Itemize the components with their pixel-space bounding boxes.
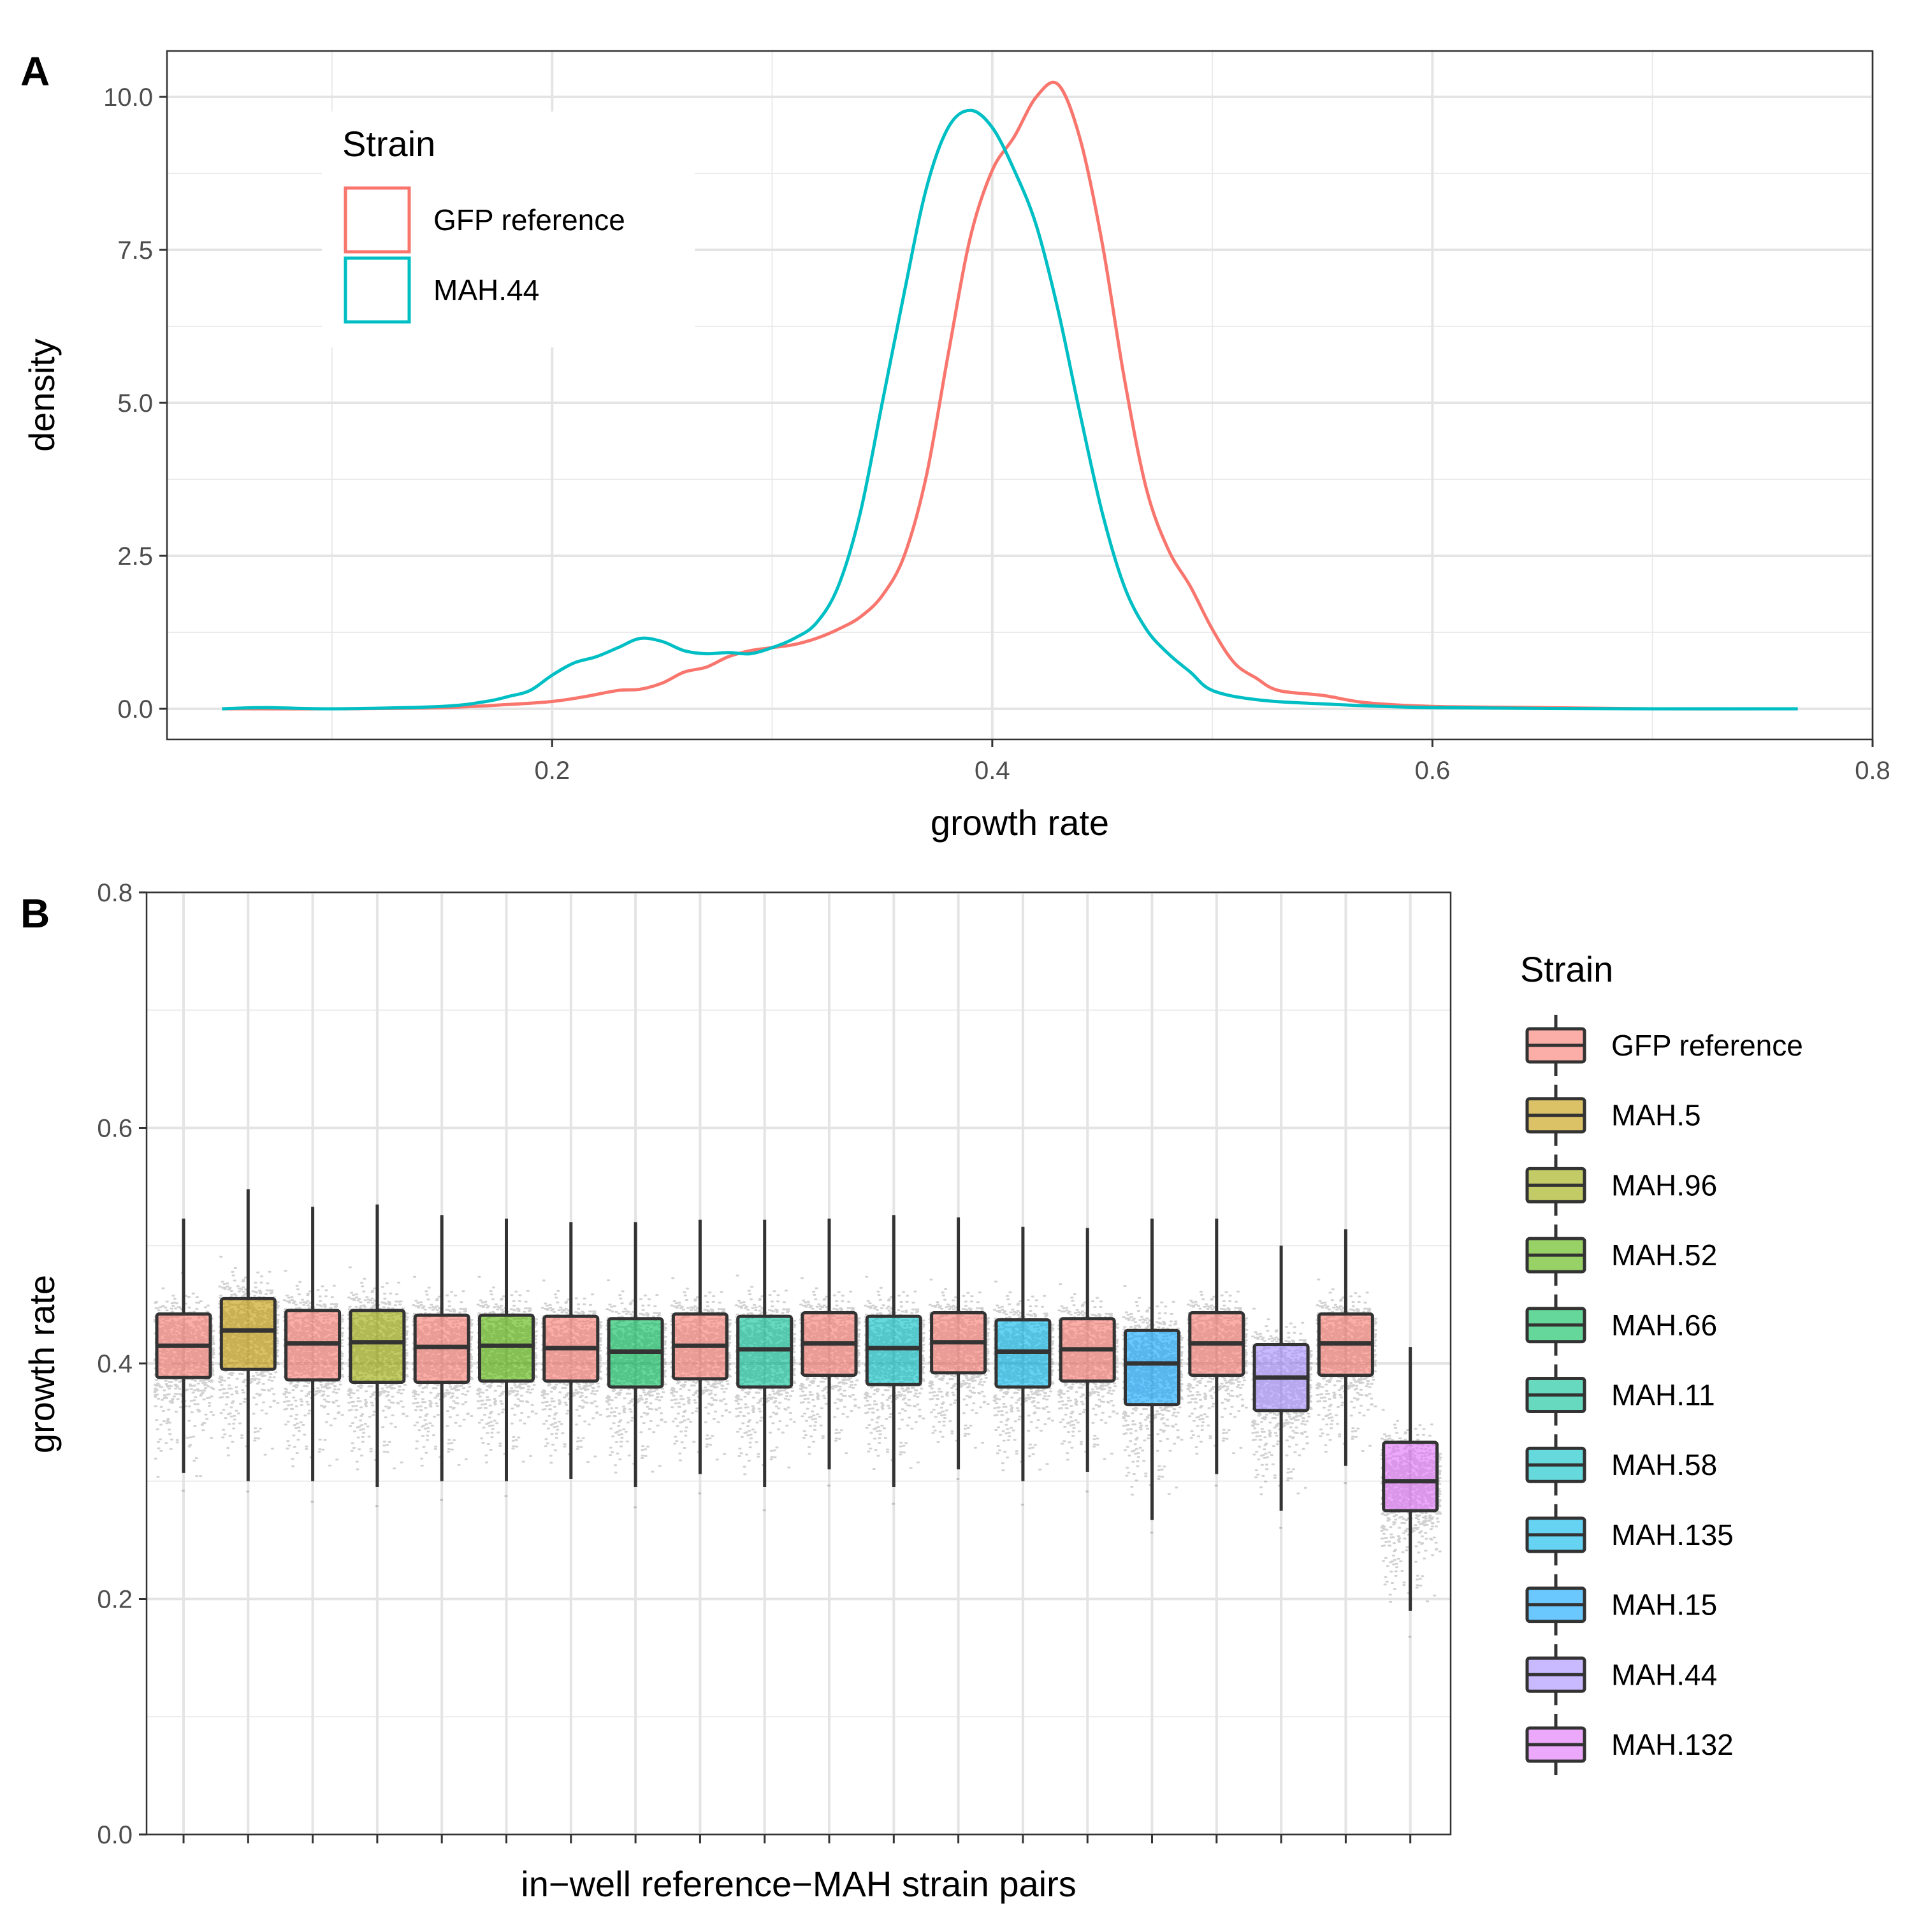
panel-a-y-tick-label: 7.5 (117, 236, 153, 265)
boxplot-gfp-reference (1188, 1218, 1245, 1474)
panel-a-y-tick-label: 0.0 (117, 695, 153, 723)
panel-b-jitter-points (153, 1256, 1442, 1638)
panel-a-y-tick-label: 2.5 (117, 542, 153, 570)
panel-b-y-axis-title: growth rate (22, 1275, 62, 1453)
panel-a-y-tick-label: 5.0 (117, 389, 153, 418)
panel-b-legend-key-mah-96: MAH.96 (1525, 1154, 1717, 1216)
panel-a-x-axis-title: growth rate (931, 803, 1109, 843)
panel-b-letter: B (20, 890, 50, 936)
panel-b-legend-label-mah-11: MAH.11 (1611, 1379, 1715, 1412)
boxplot-gfp-reference (801, 1218, 858, 1470)
panel-b-legend-key-mah-15: MAH.15 (1525, 1574, 1717, 1636)
box-iqr (1124, 1328, 1180, 1407)
boxplot-mah-135 (994, 1226, 1052, 1481)
panel-a-y-axis-title: density (22, 338, 62, 451)
panel-a-plot-border (166, 50, 1874, 741)
panel-b-y-axis: 0.0 0.2 0.4 0.6 0.8 (97, 879, 147, 1849)
boxplot-gfp-reference (542, 1222, 600, 1479)
panel-b-y-tick-label: 0.4 (97, 1350, 133, 1378)
panel-b-legend-key-mah-44: MAH.44 (1525, 1644, 1717, 1706)
panel-a-x-tick-label: 0.6 (1415, 757, 1451, 785)
boxplot-gfp-reference (671, 1219, 729, 1474)
boxplot-gfp-reference (930, 1217, 987, 1470)
panel-a-legend-label-gfp-reference: GFP reference (433, 203, 625, 236)
panel-b-legend-label-gfp-reference: GFP reference (1611, 1029, 1803, 1062)
boxplot-gfp-reference (1317, 1229, 1374, 1466)
panel-a-legend-label-mah44: MAH.44 (433, 273, 539, 307)
panel-b-y-tick-label: 0.6 (97, 1115, 133, 1143)
panel-b-legend-label-mah-5: MAH.5 (1611, 1099, 1701, 1132)
density-line-gfp-reference (222, 80, 1798, 711)
panel-b-y-tick-label: 0.0 (97, 1821, 133, 1849)
panel-b-legend-label-mah-15: MAH.15 (1611, 1588, 1717, 1622)
panel-b-y-tick-label: 0.8 (97, 879, 133, 907)
panel-b-x-axis-title: in−well reference−MAH strain pairs (521, 1864, 1076, 1904)
panel-b-x-axis (182, 1834, 1412, 1843)
panel-a-legend-key-gfp-reference (344, 186, 411, 254)
panel-a-density-lines (222, 80, 1798, 711)
box-iqr (1382, 1441, 1439, 1513)
boxplot-mah-96 (349, 1204, 406, 1487)
boxplot-gfp-reference (284, 1207, 342, 1481)
panel-b-legend-key-mah-135: MAH.135 (1525, 1504, 1734, 1565)
panel-a-x-tick-label: 0.8 (1855, 757, 1890, 785)
panel-b-legend-label-mah-66: MAH.66 (1611, 1309, 1717, 1342)
panel-a-legend-title: Strain (342, 124, 435, 164)
panel-b-legend-key-mah-52: MAH.52 (1525, 1224, 1717, 1286)
panel-a-legend: Strain GFP reference MAH.44 (322, 112, 695, 347)
panel-b-y-tick-label: 0.2 (97, 1586, 133, 1614)
boxplot-mah-11 (736, 1219, 794, 1487)
boxplot-mah-58 (865, 1215, 922, 1487)
boxplot-mah-44 (1252, 1246, 1310, 1511)
panel-b-legend-key-gfp-reference: GFP reference (1525, 1015, 1803, 1076)
panel-b-legend-key-mah-11: MAH.11 (1525, 1364, 1715, 1426)
box-iqr (736, 1314, 794, 1389)
panel-b-legend-title: Strain (1520, 949, 1613, 989)
box-iqr (219, 1296, 277, 1371)
boxplot-gfp-reference (1059, 1228, 1116, 1472)
panel-b-legend-label-mah-58: MAH.58 (1611, 1448, 1717, 1481)
boxplot-gfp-reference (413, 1215, 470, 1481)
boxplot-mah-5 (219, 1189, 277, 1481)
panel-a-letter: A (20, 48, 50, 94)
boxplot-gfp-reference (155, 1218, 212, 1473)
boxplot-mah-132 (1382, 1347, 1439, 1611)
panel-a-y-tick-label: 10.0 (103, 84, 153, 112)
panel-a-x-tick-label: 0.2 (534, 757, 570, 785)
panel-a-legend-key-mah44 (344, 256, 411, 324)
panel-b-boxplots (155, 1189, 1439, 1611)
panel-a-y-axis: 0.0 2.5 5.0 7.5 10.0 (103, 84, 167, 723)
boxplot-mah-15 (1124, 1218, 1180, 1520)
box-iqr (865, 1314, 922, 1386)
panel-b-legend-key-mah-66: MAH.66 (1525, 1294, 1717, 1356)
panel-b-legend-key-mah-5: MAH.5 (1525, 1084, 1701, 1146)
panel-b-legend-label-mah-96: MAH.96 (1611, 1168, 1717, 1202)
density-line-mah-44 (222, 108, 1798, 711)
boxplot-mah-66 (607, 1222, 664, 1487)
boxplot-mah-52 (478, 1218, 535, 1481)
panel-b-legend-key-mah-132: MAH.132 (1525, 1714, 1734, 1775)
panel-b-legend-label-mah-52: MAH.52 (1611, 1238, 1717, 1272)
panel-b-legend-label-mah-135: MAH.135 (1611, 1518, 1734, 1551)
panel-b-legend-key-mah-58: MAH.58 (1525, 1434, 1717, 1496)
box-iqr (349, 1309, 406, 1384)
panel-a-x-tick-label: 0.4 (975, 757, 1010, 785)
box-iqr (478, 1313, 535, 1383)
panel-b-legend: Strain GFP reference MAH.5 MAH.96 MAH.52 MAH… (1520, 949, 1803, 1775)
panel-b-legend-label-mah-132: MAH.132 (1611, 1728, 1734, 1761)
panel-a-x-axis: 0.2 0.4 0.6 0.8 (534, 739, 1890, 785)
panel-b-legend-label-mah-44: MAH.44 (1611, 1658, 1717, 1691)
